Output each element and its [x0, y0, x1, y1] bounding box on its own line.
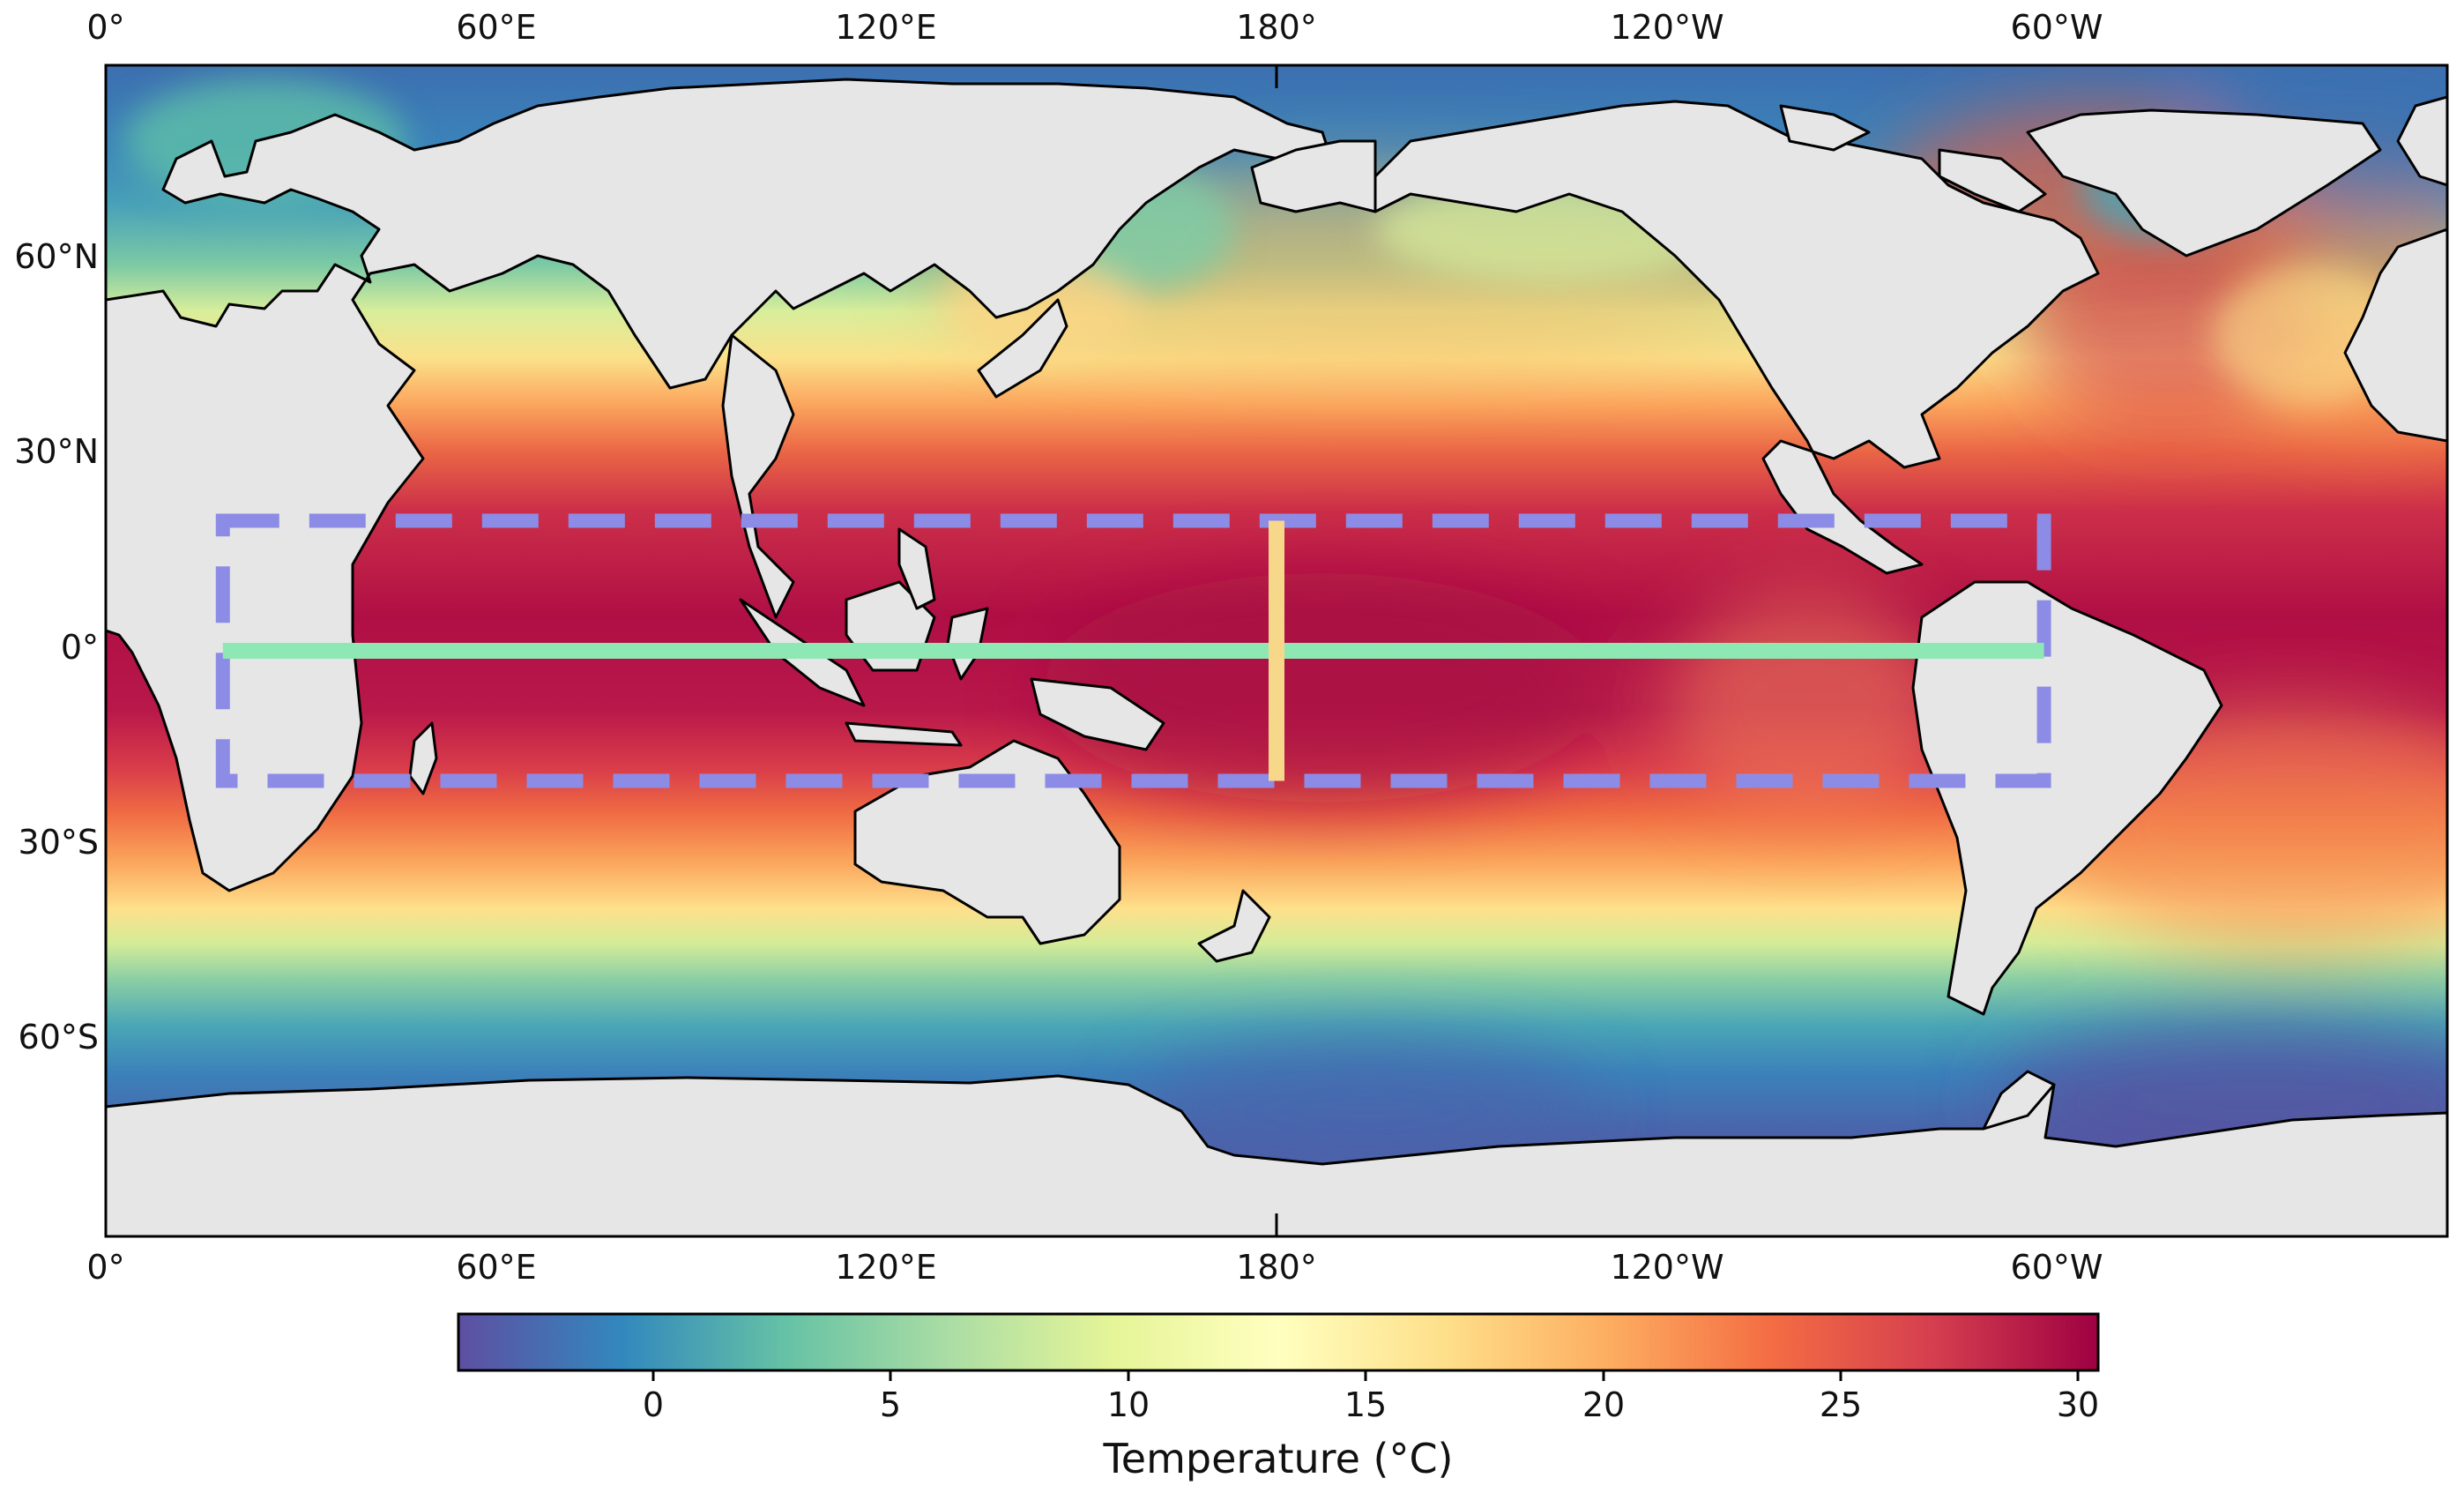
bottom-tick-4: 120°W — [1610, 1248, 1723, 1287]
colorbar-tick-30: 30 — [2057, 1370, 2099, 1424]
madagascar — [408, 721, 438, 795]
indochina — [721, 333, 795, 619]
left-tick-60s: 60°S — [19, 1018, 99, 1056]
top-tick-labels: 0° 60°E 120°E 180° 120°W 60°W — [86, 8, 2103, 47]
java — [845, 721, 963, 747]
bottom-tick-2: 120°E — [835, 1248, 937, 1287]
colorbar-tick-10: 10 — [1107, 1370, 1150, 1424]
left-tick-labels: 60°N 30°N 0° 30°S 60°S — [14, 237, 99, 1056]
top-tick-3: 180° — [1236, 8, 1317, 47]
alaska — [1250, 139, 1377, 213]
north-america — [1373, 100, 2100, 575]
left-tick-0: 0° — [61, 628, 99, 667]
colorbar-tick-label-15: 15 — [1344, 1385, 1387, 1424]
colorbar-tick-label-25: 25 — [1820, 1385, 1862, 1424]
colorbar-tick-25: 25 — [1820, 1370, 1862, 1424]
top-tick-1: 60°E — [456, 8, 536, 47]
left-tick-30s: 30°S — [19, 823, 99, 862]
bottom-tick-5: 60°W — [2011, 1248, 2103, 1287]
colorbar-ticks: 0 5 10 15 20 25 — [643, 1370, 2099, 1424]
colorbar-tick-label-10: 10 — [1107, 1385, 1150, 1424]
bottom-tick-labels: 0° 60°E 120°E 180° 120°W 60°W — [86, 1248, 2103, 1287]
antarctic-peninsula — [1982, 1070, 2056, 1131]
colorbar-gradient — [457, 1312, 2100, 1372]
new-guinea — [1030, 677, 1165, 751]
west-africa-edge — [2343, 228, 2447, 443]
colorbar-tick-label-30: 30 — [2057, 1385, 2099, 1424]
colorbar: 0 5 10 15 20 25 — [457, 1312, 2100, 1482]
colorbar-tick-20: 20 — [1582, 1370, 1625, 1424]
canadian-islands — [1779, 104, 1871, 152]
new-zealand — [1197, 889, 1271, 963]
top-tick-4: 120°W — [1610, 8, 1723, 47]
japan — [977, 298, 1068, 399]
colorbar-tick-0: 0 — [643, 1370, 664, 1424]
eurasia-africa — [106, 78, 1333, 892]
colorbar-tick-15: 15 — [1344, 1370, 1387, 1424]
bottom-tick-3: 180° — [1236, 1248, 1317, 1287]
overlays — [215, 513, 2051, 788]
top-tick-2: 120°E — [835, 8, 937, 47]
colorbar-tick-label-5: 5 — [880, 1385, 901, 1424]
bottom-tick-0: 0° — [86, 1248, 124, 1287]
colorbar-label: Temperature (°C) — [1102, 1435, 1453, 1482]
left-tick-30n: 30°N — [14, 432, 99, 471]
colorbar-tick-label-20: 20 — [1582, 1385, 1625, 1424]
philippines — [897, 527, 936, 610]
antarctica — [106, 1074, 2447, 1236]
colorbar-tick-label-0: 0 — [643, 1385, 664, 1424]
australia — [853, 739, 1121, 945]
top-tick-5: 60°W — [2011, 8, 2103, 47]
baffin — [1938, 148, 2047, 213]
greenland — [2026, 108, 2382, 258]
left-tick-60n: 60°N — [14, 237, 99, 276]
europe-edge — [2396, 95, 2447, 187]
colorbar-tick-5: 5 — [880, 1370, 901, 1424]
top-tick-0: 0° — [86, 8, 124, 47]
bottom-tick-1: 60°E — [456, 1248, 536, 1287]
south-america — [1911, 580, 2223, 1016]
map-panel: 0° 60°E 120°E 180° 120°W 60°W 0° 60°E 12… — [14, 8, 2449, 1287]
